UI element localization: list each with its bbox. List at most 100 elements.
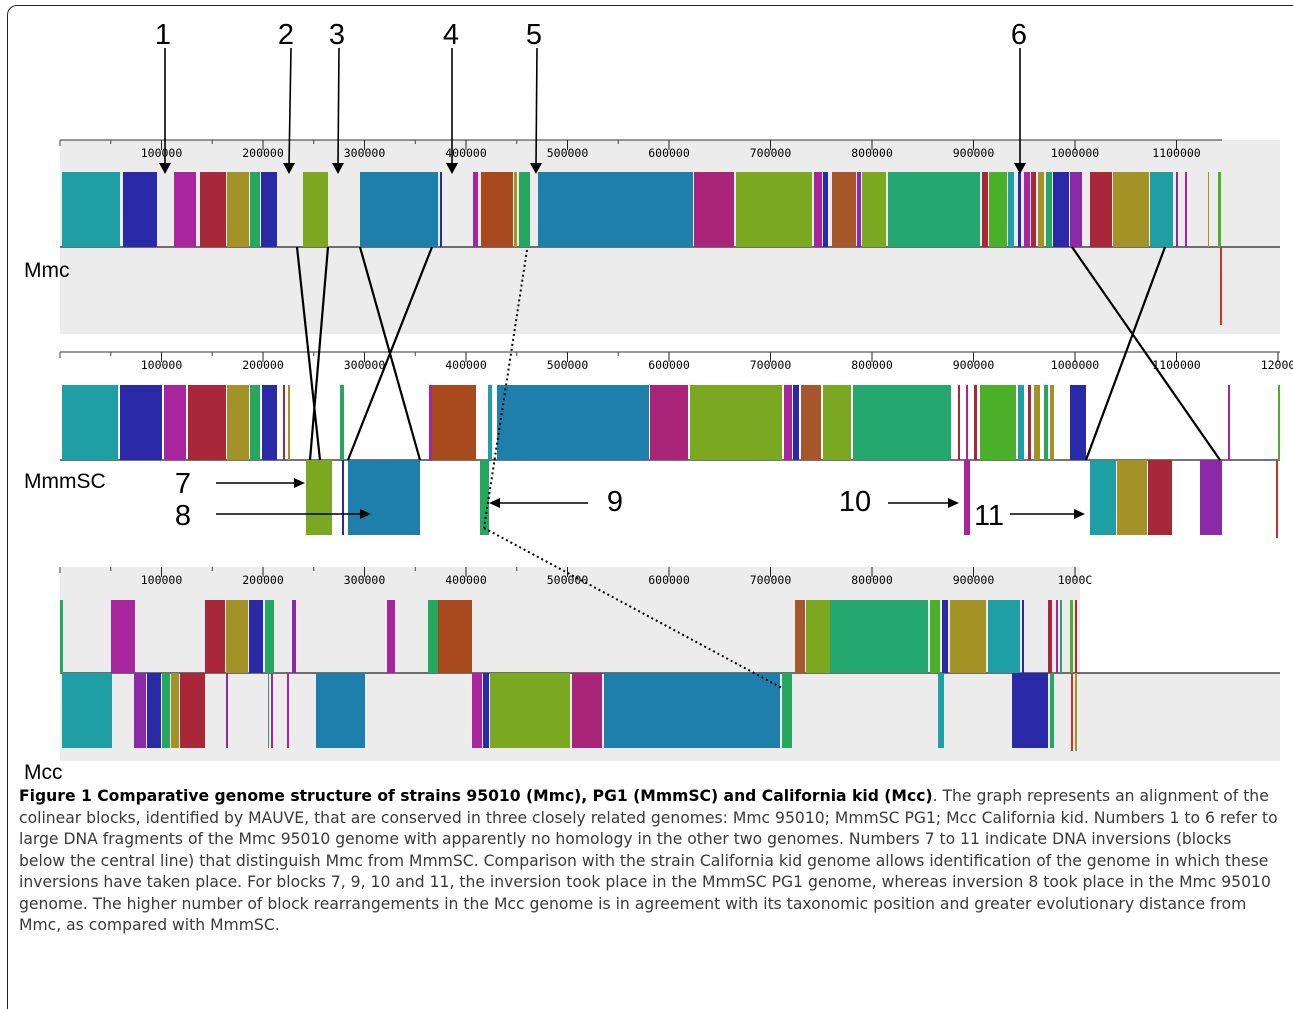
connector-lines	[295, 246, 1221, 461]
mmc-block	[888, 172, 980, 247]
tick-label: 200000	[242, 146, 284, 160]
mmc-block	[519, 172, 530, 247]
inversion-arrows	[216, 482, 1076, 515]
mcc-block	[572, 673, 602, 748]
connector-line	[1071, 246, 1221, 461]
mmmsc-block	[853, 385, 951, 460]
mcc-block	[268, 673, 269, 748]
tick-label: 700000	[750, 573, 792, 587]
mcc-block	[1075, 673, 1077, 751]
mmc-block	[123, 172, 157, 247]
dotted-connector-line	[483, 249, 528, 529]
mmmsc-block	[801, 385, 821, 460]
arrowhead	[948, 498, 959, 508]
genome-alignment-figure: 100000 200000 300000 400000 500000 600000 7000…	[24, 19, 1293, 784]
mmmsc-inverted-block-10	[964, 460, 970, 535]
mcc-block	[1012, 673, 1048, 748]
arrowhead	[489, 498, 500, 508]
mmc-block	[1038, 172, 1044, 247]
mcc-block	[60, 600, 63, 673]
mcc-block	[205, 600, 225, 673]
mmmsc-block	[1228, 385, 1230, 460]
connector-line	[295, 246, 322, 461]
mcc-block	[1071, 673, 1073, 751]
mcc-block	[1022, 600, 1024, 673]
mcc-block	[171, 673, 179, 748]
mmmsc-block	[1050, 385, 1054, 460]
number-label: 3	[329, 19, 345, 51]
mmc-block	[1208, 172, 1209, 247]
tick-label: 100000	[141, 358, 183, 372]
mmc-block	[473, 172, 478, 247]
mmc-block	[1053, 172, 1069, 247]
mmc-block	[1008, 172, 1014, 247]
tick-label: 600000	[648, 573, 690, 587]
tick-label: 300000	[344, 146, 386, 160]
mmmsc-block	[432, 385, 476, 460]
mmc-blocks	[62, 172, 1222, 325]
mmc-block	[1176, 172, 1178, 247]
mcc-block	[265, 600, 274, 673]
mmmsc-block	[966, 385, 968, 460]
mcc-block	[147, 673, 161, 748]
mmc-block	[1018, 172, 1021, 247]
number-label: 6	[1011, 19, 1027, 51]
arrowhead	[332, 163, 344, 174]
mcc-block	[292, 600, 296, 673]
mmc-block	[250, 172, 260, 247]
mcc-blocks	[60, 600, 1077, 751]
tick-label: 900000	[953, 358, 995, 372]
mmmsc-block	[1018, 385, 1024, 460]
caption-body: . The graph represents an alignment of t…	[19, 787, 1278, 934]
mcc-block	[316, 673, 365, 748]
mmc-block	[1185, 172, 1187, 247]
number-label: 2	[278, 19, 294, 51]
mcc-block	[111, 600, 135, 673]
mmc-block	[360, 172, 438, 247]
mcc-block	[1075, 600, 1077, 673]
tick-label: 300000	[344, 358, 386, 372]
tick-label: 12000	[1261, 358, 1293, 372]
mmmsc-block	[784, 385, 792, 460]
mmmsc-block	[250, 385, 260, 460]
tick-label: 100000	[141, 146, 183, 160]
genome-labels: Mmc MmmSC Mcc	[24, 259, 106, 784]
dotted-connector-lines	[483, 249, 783, 689]
mmmsc-block	[1028, 385, 1031, 460]
mcc-block	[795, 600, 805, 673]
mmmsc-block	[974, 385, 977, 460]
arrow-line	[535, 47, 538, 167]
tick-label: 200000	[242, 358, 284, 372]
tick-label: 900000	[953, 146, 995, 160]
tick-label: 1000C	[1058, 573, 1093, 587]
arrowhead	[283, 163, 295, 174]
mcc-block	[483, 673, 489, 748]
mmc-block	[857, 172, 861, 247]
mmc-block	[982, 172, 988, 247]
mmmsc-tick-labels: 100000 200000 300000 400000 500000 600000 7000…	[59, 352, 1293, 372]
number-label: 9	[607, 486, 623, 518]
mmc-block	[1031, 172, 1036, 247]
tick-label: 800000	[851, 146, 893, 160]
tick-label: 900000	[953, 573, 995, 587]
mmc-block	[694, 172, 734, 247]
number-label: 8	[175, 500, 191, 532]
figure-frame	[7, 5, 1293, 1009]
mcc-block	[62, 673, 112, 748]
tick-label: 1100000	[1152, 358, 1201, 372]
tick-label: 400000	[445, 573, 487, 587]
tick-label: 400000	[445, 358, 487, 372]
tick-label: 1000000	[1051, 146, 1100, 160]
tick-label: 100000	[141, 573, 183, 587]
mmc-block	[440, 172, 442, 247]
number-label: 7	[175, 468, 191, 500]
tick-label: 1100000	[1152, 146, 1201, 160]
arrowhead	[530, 163, 542, 174]
inversion-arrowheads	[294, 478, 1085, 519]
mmc-block	[814, 172, 822, 247]
number-label: 5	[526, 19, 542, 51]
mmmsc-block	[650, 385, 688, 460]
mmc-tick-labels: 100000 200000 300000 400000 500000 600000 7000…	[59, 140, 1201, 160]
mmc-block	[261, 172, 277, 247]
top-arrows	[164, 47, 1021, 167]
